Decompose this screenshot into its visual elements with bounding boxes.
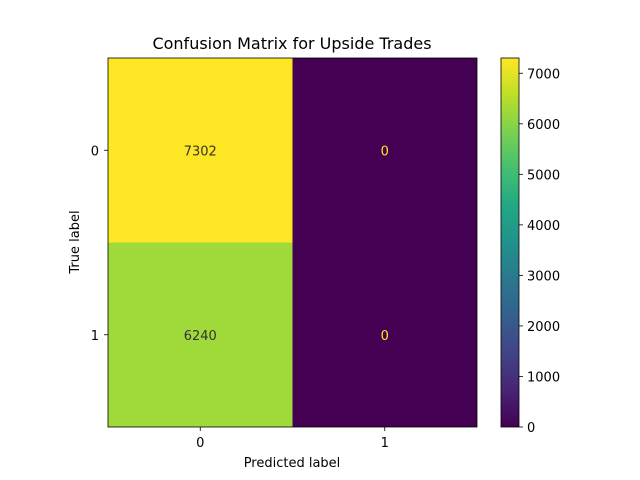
cell-value-label: 6240 [184,329,217,344]
colorbar-ticks: 0 1000 2000 3000 4000 5000 6000 7000 [519,67,560,436]
y-axis-ticks: 01 [91,144,108,344]
matrix-cell [292,58,477,243]
colorbar [500,57,520,428]
colorbar-tick-label: 7000 [527,67,560,82]
matrix-cell [108,242,293,427]
cell-value-label: 0 [381,144,389,159]
matrix-cell [108,58,293,243]
chart-title: Confusion Matrix for Upside Trades [152,34,431,53]
colorbar-tick-label: 3000 [527,269,560,284]
colorbar-tick-label: 4000 [527,219,560,234]
y-tick-label: 0 [91,144,99,159]
colorbar-tick-label: 2000 [527,320,560,335]
matrix-cell [292,242,477,427]
cell-value-label: 0 [381,329,389,344]
y-tick-label: 1 [91,329,99,344]
matrix-cells [108,58,477,427]
colorbar-tick-label: 0 [527,421,535,436]
cell-value-label: 7302 [184,144,217,159]
colorbar-tick-label: 1000 [527,370,560,385]
matrix-cell-labels: 7302 0 6240 0 [184,144,389,344]
x-axis-label: Predicted label [244,456,341,471]
colorbar-tick-label: 5000 [527,168,560,183]
x-tick-label: 1 [381,436,389,451]
x-tick-label: 0 [196,436,204,451]
colorbar-tick-label: 6000 [527,118,560,133]
plot-frame [107,57,478,428]
y-axis-label: True label [68,210,83,274]
